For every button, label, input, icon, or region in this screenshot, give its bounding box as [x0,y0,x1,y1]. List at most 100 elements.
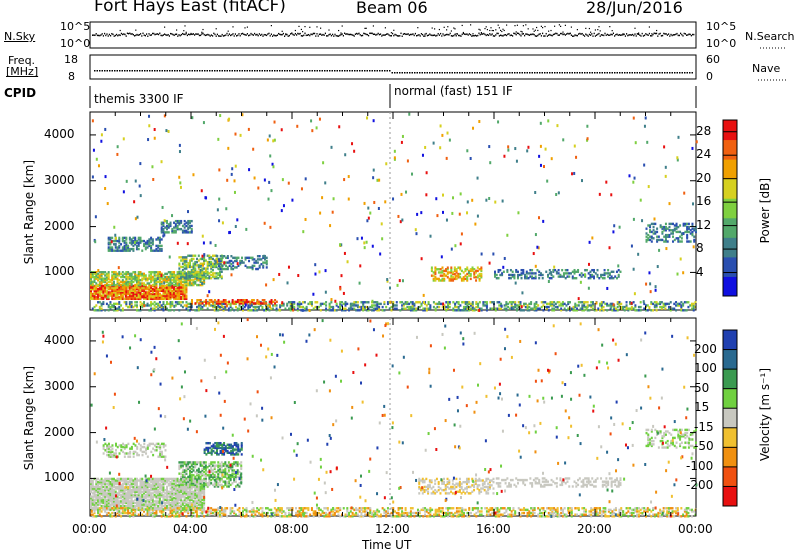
power-cell [238,304,241,307]
power-cell [245,227,248,231]
power-cell [157,292,160,296]
power-cell [151,292,154,296]
power-cell [321,302,324,306]
velocity-cell [139,496,142,500]
power-cell [612,230,615,234]
power-cell [188,279,191,282]
power-cell [111,247,114,251]
power-cell [467,271,470,275]
power-cell [199,265,202,269]
power-cell [183,267,186,270]
nsky-point [429,33,431,35]
freq-point [684,72,686,74]
velocity-cell [123,498,126,501]
power-cell [692,305,695,309]
nsky-point [454,33,456,36]
nsky-point [521,31,523,33]
nsky-point [344,32,346,35]
power-cell [95,282,98,285]
power-cell [344,301,347,304]
power-cell [464,302,467,306]
power-cell [164,226,167,229]
nsky-point [285,33,287,36]
freq-point [156,70,158,72]
velocity-cell [160,493,163,497]
power-cell [183,291,186,294]
nsky-point [180,33,182,36]
power-cell [503,256,506,260]
nsky-point [550,29,552,32]
freq-point [476,72,478,74]
power-cell [208,301,211,305]
power-cell [194,264,197,267]
nsky-point [632,33,634,36]
velocity-cell [97,506,100,510]
power-cell [158,282,161,285]
velocity-cell [116,482,119,485]
power-cell [197,264,200,267]
velocity-cell [166,500,169,503]
power-cell [160,274,163,278]
power-cell [586,137,589,141]
velocity-cell [157,490,160,493]
velocity-cell [109,506,112,510]
power-cell [563,307,566,310]
power-cell [506,233,509,237]
power-cell [663,240,666,243]
power-cell [128,294,131,297]
velocity-cell [150,488,153,492]
power-cell [663,225,666,229]
power-cell [659,224,662,227]
power-cell [359,264,362,268]
velocity-cell [153,495,156,498]
power-cell [100,274,103,277]
velocity-cell [98,487,101,490]
freq-point [634,72,636,74]
power-cell [471,266,474,269]
power-cell [137,272,140,276]
velocity-cell [100,477,103,481]
power-cell [183,279,186,282]
power-cell [178,286,181,289]
power-cell [443,304,446,307]
power-cell [190,231,193,234]
power-cell [208,275,211,278]
nsky-point [160,34,162,37]
power-cell [127,275,130,279]
power-cell [178,291,181,294]
power-cell [153,128,156,132]
power-cell [243,305,246,309]
power-cell [666,240,669,243]
power-cell [466,304,469,307]
power-cell [160,282,163,285]
power-cell [176,292,179,296]
power-cell [278,308,281,312]
power-cell [221,300,224,304]
nsky-point [147,35,149,37]
power-cell [676,302,679,306]
nsky-point [544,25,546,28]
power-cell [408,302,411,306]
power-cell [219,305,222,309]
power-cell [448,301,451,304]
power-cell [139,162,142,166]
power-cell [547,273,550,277]
power-cell [434,307,437,310]
velocity-cell [155,484,158,487]
power-cell [139,301,142,304]
power-cell [349,302,352,306]
power-cell [328,309,331,312]
nsky-point [629,34,631,36]
power-cell [590,301,593,304]
power-cell [197,309,200,312]
power-cell [353,301,356,304]
power-cell [104,277,107,280]
power-cell [670,232,673,235]
power-cell [575,270,578,273]
nsky-point [350,33,352,36]
power-cell [150,246,153,249]
power-cell [107,272,110,276]
power-cell [362,307,365,310]
nsky-point [288,34,290,37]
velocity-cell [130,482,133,485]
